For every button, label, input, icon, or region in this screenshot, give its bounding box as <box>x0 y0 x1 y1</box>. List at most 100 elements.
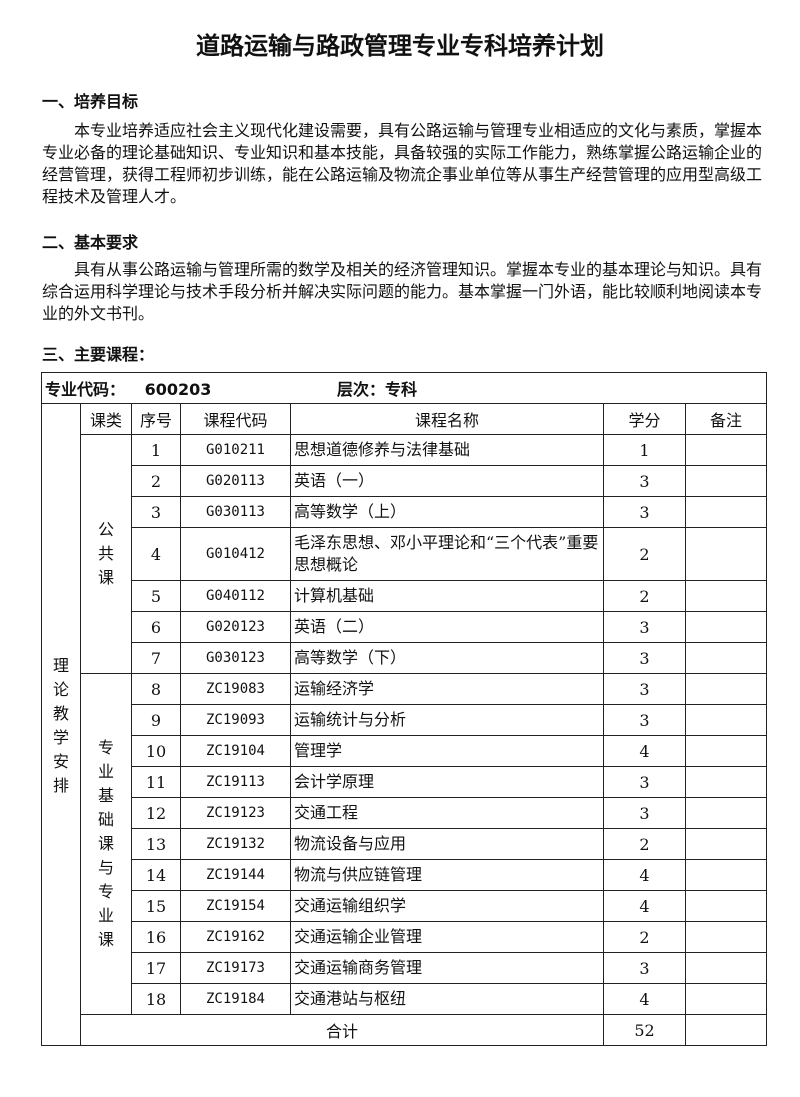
course-name: 高等数学（上） <box>290 496 604 528</box>
table-row: 2 G020113 英语（一） 3 <box>42 465 767 497</box>
course-code: ZC19132 <box>180 828 291 860</box>
credits: 4 <box>603 735 686 767</box>
table-row: 13 ZC19132 物流设备与应用 2 <box>42 828 767 860</box>
course-code: ZC19144 <box>180 859 291 891</box>
row-number: 18 <box>131 983 181 1015</box>
course-name: 思想道德修养与法律基础 <box>290 434 604 466</box>
course-name: 会计学原理 <box>290 766 604 798</box>
row-number: 11 <box>131 766 181 798</box>
row-number: 7 <box>131 642 181 674</box>
row-number: 14 <box>131 859 181 891</box>
course-name: 交通运输商务管理 <box>290 952 604 984</box>
remarks <box>685 1014 767 1046</box>
remarks <box>685 704 767 736</box>
credits: 3 <box>603 797 686 829</box>
category-cell: 专业基础课与专业课 <box>80 673 132 1015</box>
table-row: 3 G030113 高等数学（上） 3 <box>42 496 767 528</box>
level: 层次：专科 <box>336 380 417 399</box>
row-number: 2 <box>131 465 181 497</box>
table-row: 公共课 1 G010211 思想道德修养与法律基础 1 <box>42 434 767 674</box>
remarks <box>685 465 767 497</box>
course-code: G040112 <box>180 580 291 612</box>
table-header-row: 理论教学安排 课类 序号 课程代码 课程名称 学分 备注 <box>41 403 767 1046</box>
remarks <box>685 952 767 984</box>
credits: 3 <box>603 496 686 528</box>
row-number: 1 <box>131 434 181 466</box>
column-header: 课程名称 <box>290 403 604 435</box>
remarks <box>685 673 767 705</box>
row-number: 4 <box>131 527 181 581</box>
course-code: G020113 <box>180 465 291 497</box>
table-row: 9 ZC19093 运输统计与分析 3 <box>42 704 767 736</box>
column-header: 课程代码 <box>180 403 291 435</box>
credits: 2 <box>603 527 686 581</box>
column-header: 序号 <box>131 403 181 435</box>
table-row: 6 G020123 英语（二） 3 <box>42 611 767 643</box>
row-number: 6 <box>131 611 181 643</box>
course-name: 管理学 <box>290 735 604 767</box>
page-title: 道路运输与路政管理专业专科培养计划 <box>196 32 604 60</box>
credits: 3 <box>603 642 686 674</box>
credits: 2 <box>603 921 686 953</box>
credits: 1 <box>603 434 686 466</box>
table-row: 12 ZC19123 交通工程 3 <box>42 797 767 829</box>
course-code: ZC19104 <box>180 735 291 767</box>
remarks <box>685 735 767 767</box>
category-label: 专业基础课与专业课 <box>97 738 114 949</box>
section-heading-courses: 三、主要课程： <box>42 345 155 364</box>
course-code: ZC19093 <box>180 704 291 736</box>
total-label: 合计 <box>80 1014 604 1046</box>
course-code: ZC19184 <box>180 983 291 1015</box>
category-cell: 公共课 <box>80 434 132 674</box>
course-name: 交通运输企业管理 <box>290 921 604 953</box>
table-row: 16 ZC19162 交通运输企业管理 2 <box>42 921 767 953</box>
table-row: 5 G040112 计算机基础 2 <box>42 580 767 612</box>
table-row: 11 ZC19113 会计学原理 3 <box>42 766 767 798</box>
category-label: 公共课 <box>97 520 114 587</box>
remarks <box>685 797 767 829</box>
remarks <box>685 642 767 674</box>
remarks <box>685 580 767 612</box>
remarks <box>685 859 767 891</box>
row-number: 3 <box>131 496 181 528</box>
credits: 2 <box>603 828 686 860</box>
remarks <box>685 921 767 953</box>
table-row: 7 G030123 高等数学（下） 3 <box>42 642 767 674</box>
course-name: 计算机基础 <box>290 580 604 612</box>
row-number: 9 <box>131 704 181 736</box>
course-code: ZC19123 <box>180 797 291 829</box>
course-code: ZC19154 <box>180 890 291 922</box>
table-row: 专业基础课与专业课 8 ZC19083 运输经济学 3 <box>42 673 767 1015</box>
credits: 3 <box>603 704 686 736</box>
row-number: 10 <box>131 735 181 767</box>
remarks <box>685 611 767 643</box>
section-heading-goals: 一、培养目标 <box>42 92 139 111</box>
major-code-label: 专业代码： <box>45 380 126 399</box>
course-code: G010412 <box>180 527 291 581</box>
credits: 3 <box>603 465 686 497</box>
course-name: 运输统计与分析 <box>290 704 604 736</box>
remarks <box>685 434 767 466</box>
credits: 3 <box>603 952 686 984</box>
section-label-cell: 理论教学安排 <box>41 403 81 1046</box>
total-credits: 52 <box>603 1014 686 1046</box>
remarks <box>685 890 767 922</box>
course-code: G030113 <box>180 496 291 528</box>
row-number: 15 <box>131 890 181 922</box>
section-text-requirements: 具有从事公路运输与管理所需的数学及相关的经济管理知识。掌握本专业的基本理论与知识… <box>42 260 763 323</box>
credits: 4 <box>603 983 686 1015</box>
course-name: 物流设备与应用 <box>290 828 604 860</box>
row-number: 17 <box>131 952 181 984</box>
course-code: ZC19083 <box>180 673 291 705</box>
remarks <box>685 496 767 528</box>
total-row: 合计 52 <box>42 1014 767 1046</box>
table-row: 10 ZC19104 管理学 4 <box>42 735 767 767</box>
credits: 3 <box>603 766 686 798</box>
course-name: 毛泽东思想、邓小平理论和“三个代表”重要思想概论 <box>290 527 604 581</box>
remarks <box>685 527 767 581</box>
major-code: 600203 <box>144 380 212 399</box>
credits: 4 <box>603 890 686 922</box>
course-name: 高等数学（下） <box>290 642 604 674</box>
course-name: 英语（一） <box>290 465 604 497</box>
course-name: 运输经济学 <box>290 673 604 705</box>
